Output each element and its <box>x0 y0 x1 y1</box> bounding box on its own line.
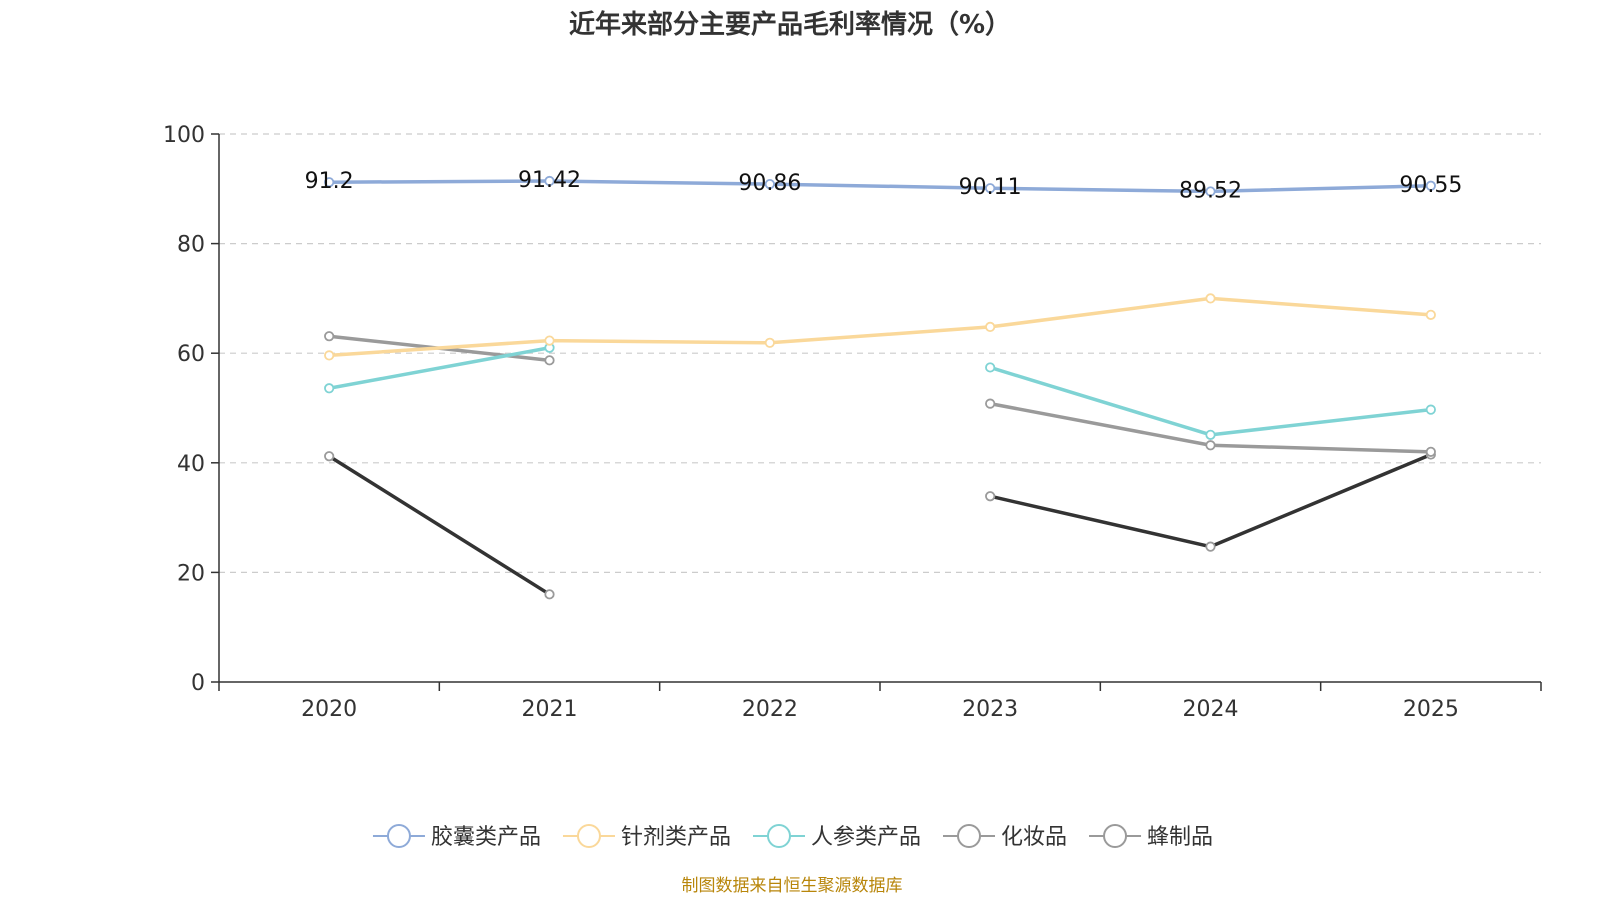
source-note: 制图数据来自恒生聚源数据库 <box>682 876 903 896</box>
series-lines <box>324 175 1436 600</box>
data-point-1-2024 <box>1205 293 1216 304</box>
data-point-3-2025 <box>1425 446 1436 457</box>
data-point-3-2023 <box>985 398 996 409</box>
legend-item-1[interactable]: 针剂类产品 <box>562 824 731 850</box>
data-label-0-2022: 90.86 <box>738 171 801 196</box>
data-point-1-2025 <box>1425 309 1436 320</box>
grid-lines <box>219 133 1541 574</box>
data-point-2-2023 <box>985 362 996 373</box>
x-tick-label-2020: 2020 <box>301 697 357 722</box>
series-line-2-seg-1 <box>988 365 1433 437</box>
data-point-0-2023 <box>985 183 996 194</box>
legend-circle-icon <box>957 824 982 848</box>
data-label-0-2023: 90.11 <box>959 175 1022 200</box>
data-point-4-2021 <box>544 589 555 600</box>
data-point-4-2023 <box>985 491 996 502</box>
y-tick-label-80: 80 <box>177 233 205 258</box>
series-line-4-seg-0 <box>327 454 552 597</box>
data-point-3-2024 <box>1205 440 1216 451</box>
series-line-4-seg-1 <box>988 452 1433 549</box>
data-label-0-2020: 91.2 <box>305 169 354 194</box>
series-2 <box>324 342 1436 440</box>
data-point-4-2024 <box>1205 541 1216 552</box>
data-labels: 91.2 91.42 90.86 90.11 89.52 90.55 <box>305 168 1463 203</box>
data-point-0-2020 <box>324 177 335 188</box>
y-tick-label-60: 60 <box>177 342 205 367</box>
series-3 <box>324 331 1436 457</box>
x-tick-label-2024: 2024 <box>1183 697 1239 722</box>
legend-circle-icon <box>1103 824 1128 848</box>
chart-title: 近年来部分主要产品毛利率情况（%） <box>569 9 1011 40</box>
data-point-4-2020 <box>324 451 335 462</box>
y-tick-label-40: 40 <box>177 452 205 477</box>
series-1 <box>324 293 1436 361</box>
data-point-0-2025 <box>1425 180 1436 191</box>
legend-item-4[interactable]: 蜂制品 <box>1089 824 1213 850</box>
series-0 <box>324 175 1436 197</box>
x-tick-label-2022: 2022 <box>742 697 798 722</box>
legend-label: 针剂类产品 <box>621 825 731 850</box>
legend-label: 蜂制品 <box>1147 825 1213 850</box>
data-point-2-2024 <box>1205 429 1216 440</box>
data-point-1-2021 <box>544 335 555 346</box>
axes: 0 20 40 60 80 100 2020 2021 2022 2023 2024 2025 <box>163 123 1542 722</box>
legend[interactable]: 胶囊类产品 针剂类产品 人参类产品 化妆品 蜂制品 <box>372 824 1213 850</box>
data-point-1-2020 <box>324 350 335 361</box>
legend-circle-icon <box>766 824 791 848</box>
legend-label: 胶囊类产品 <box>431 825 541 850</box>
data-label-0-2024: 89.52 <box>1179 178 1242 203</box>
data-point-3-2020 <box>324 331 335 342</box>
x-tick-label-2025: 2025 <box>1403 697 1459 722</box>
data-point-1-2023 <box>985 321 996 332</box>
series-line-1-seg-0 <box>327 296 1433 358</box>
legend-label: 人参类产品 <box>811 825 921 850</box>
data-point-3-2021 <box>544 355 555 366</box>
data-point-0-2024 <box>1205 186 1216 197</box>
data-point-2-2025 <box>1425 404 1436 415</box>
y-tick-label-100: 100 <box>163 123 205 148</box>
legend-item-0[interactable]: 胶囊类产品 <box>372 824 541 850</box>
data-point-1-2022 <box>764 337 775 348</box>
y-tick-label-20: 20 <box>177 561 205 586</box>
data-point-2-2020 <box>324 383 335 394</box>
x-tick-label-2023: 2023 <box>962 697 1018 722</box>
data-point-0-2021 <box>544 175 555 187</box>
data-label-0-2021: 91.42 <box>518 168 581 193</box>
y-tick-label-0: 0 <box>191 671 205 696</box>
legend-item-3[interactable]: 化妆品 <box>943 824 1067 850</box>
legend-circle-icon <box>386 824 411 848</box>
legend-label: 化妆品 <box>1001 825 1067 850</box>
legend-circle-icon <box>576 824 601 848</box>
series-line-2-seg-0 <box>327 345 552 391</box>
data-point-0-2022 <box>764 178 775 190</box>
series-line-0-seg-0 <box>327 179 1433 194</box>
data-label-0-2025: 90.55 <box>1399 173 1462 198</box>
legend-item-2[interactable]: 人参类产品 <box>752 824 921 850</box>
x-tick-label-2021: 2021 <box>522 697 578 722</box>
series-4 <box>324 449 1436 600</box>
